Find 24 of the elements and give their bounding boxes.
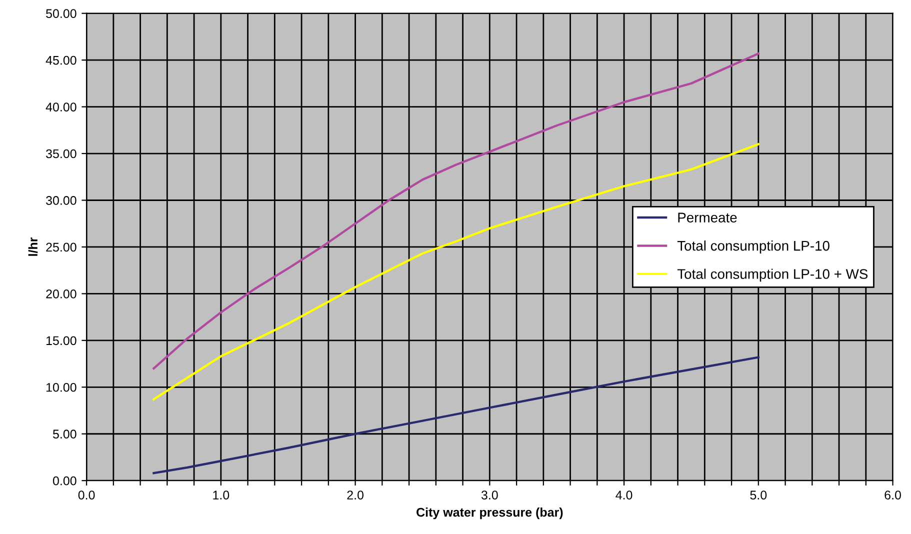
legend-label: Total consumption LP-10 <box>677 240 830 254</box>
legend-label: Permeate <box>678 212 737 222</box>
x-tick-label: 4.0 <box>616 490 632 500</box>
x-tick-label: 2.0 <box>347 490 364 500</box>
x-tick-label: 6.0 <box>884 490 901 500</box>
y-tick-label: 10.00 <box>46 382 76 392</box>
x-tick-label: 5.0 <box>750 490 767 500</box>
y-tick-label: 0.00 <box>52 476 76 486</box>
x-axis-title: City water pressure (bar) <box>416 508 563 520</box>
legend-label: Total consumption LP-10 + WS <box>677 268 868 282</box>
y-tick-label: 5.00 <box>52 430 76 439</box>
y-tick-label: 25.00 <box>46 242 76 252</box>
x-tick-label: 1.0 <box>213 490 230 500</box>
y-tick-label: 35.00 <box>46 149 76 158</box>
y-tick-label: 20.00 <box>46 290 76 298</box>
line-series <box>152 356 760 474</box>
y-tick-label: 40.00 <box>46 102 76 112</box>
y-tick-label: 15.00 <box>46 336 76 346</box>
y-tick-label: 45.00 <box>46 56 76 65</box>
x-tick-label: 0.0 <box>78 490 95 500</box>
y-axis-title: l/hr <box>28 237 38 256</box>
x-tick-label: 3.0 <box>481 490 498 500</box>
y-tick-label: 50.00 <box>46 9 76 18</box>
y-tick-label: 30.00 <box>46 196 76 205</box>
